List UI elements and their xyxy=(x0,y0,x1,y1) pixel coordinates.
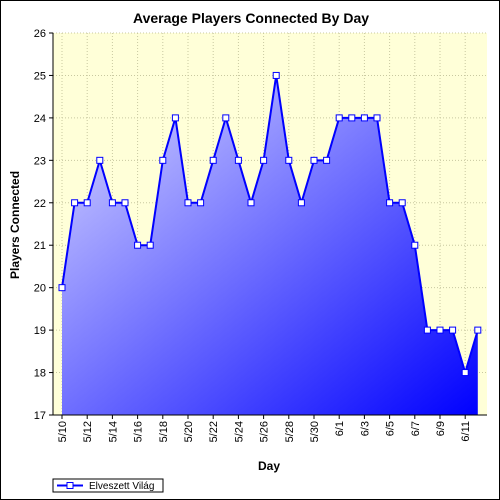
data-point-marker xyxy=(58,284,66,292)
data-point-marker xyxy=(436,326,444,334)
legend-box xyxy=(52,478,164,493)
x-tick-label: 6/1 xyxy=(334,421,346,436)
x-tick-label: 5/16 xyxy=(133,421,145,442)
data-point-marker xyxy=(96,156,104,164)
data-point-marker xyxy=(297,199,305,207)
x-tick-label: 6/5 xyxy=(385,421,397,436)
data-point-marker xyxy=(134,241,142,249)
legend-swatch-marker xyxy=(66,482,74,489)
y-tick-label: 18 xyxy=(34,368,46,380)
x-tick-label: 5/18 xyxy=(158,421,170,442)
y-axis-title: Players Connected xyxy=(8,171,22,279)
data-point-marker xyxy=(197,199,205,207)
x-tick-label: 5/20 xyxy=(183,421,195,442)
data-point-marker xyxy=(423,326,431,334)
x-tick-label: 6/9 xyxy=(435,421,447,436)
y-tick-label: 17 xyxy=(34,410,46,422)
data-point-marker xyxy=(146,241,154,249)
x-tick-label: 5/30 xyxy=(309,421,321,442)
y-tick-labels: 17 18 19 20 21 22 23 24 25 26 xyxy=(34,28,53,422)
data-point-marker xyxy=(285,156,293,164)
x-tick-label: 6/3 xyxy=(359,421,371,436)
x-tick-label: 5/10 xyxy=(57,421,69,442)
data-point-marker xyxy=(373,114,381,122)
data-point-marker xyxy=(398,199,406,207)
y-tick-label: 19 xyxy=(34,325,46,337)
y-tick-label: 22 xyxy=(34,198,46,210)
data-point-marker xyxy=(348,114,356,122)
data-point-marker xyxy=(71,199,79,207)
x-tick-labels: 5/10 5/12 5/14 5/16 5/18 5/20 5/22 5/24 5/26 5/28… xyxy=(57,415,472,442)
x-tick-label: 5/26 xyxy=(259,421,271,442)
data-point-marker xyxy=(83,199,91,207)
data-point-marker xyxy=(272,71,280,79)
data-point-marker xyxy=(171,114,179,122)
y-tick-label: 20 xyxy=(34,283,46,295)
data-point-marker xyxy=(121,199,129,207)
data-point-marker xyxy=(184,199,192,207)
data-point-marker xyxy=(335,114,343,122)
data-point-marker xyxy=(247,199,255,207)
x-axis-title: Day xyxy=(258,459,280,473)
data-point-marker xyxy=(234,156,242,164)
series-line xyxy=(61,75,479,377)
data-point-marker xyxy=(222,114,230,122)
data-point-marker xyxy=(474,326,482,334)
x-tick-label: 6/11 xyxy=(460,421,472,442)
y-tick-label: 25 xyxy=(34,70,46,82)
x-tick-label: 5/24 xyxy=(233,421,245,442)
y-tick-label: 24 xyxy=(34,113,46,125)
x-tick-label: 5/28 xyxy=(284,421,296,442)
data-point-marker xyxy=(323,156,331,164)
chart-title: Average Players Connected By Day xyxy=(133,10,369,26)
y-tick-label: 21 xyxy=(34,240,46,252)
data-point-marker xyxy=(108,199,116,207)
data-point-marker xyxy=(449,326,457,334)
x-tick-label: 5/22 xyxy=(208,421,220,442)
data-point-marker xyxy=(411,241,419,249)
x-tick-label: 5/12 xyxy=(82,421,94,442)
data-point-marker xyxy=(386,199,394,207)
data-point-marker xyxy=(310,156,318,164)
y-tick-label: 23 xyxy=(34,155,46,167)
y-tick-label: 26 xyxy=(34,28,46,40)
legend: Elveszett Világ xyxy=(52,478,164,493)
data-markers xyxy=(58,71,482,377)
data-point-marker xyxy=(159,156,167,164)
legend-label: Elveszett Világ xyxy=(89,481,154,492)
data-point-marker xyxy=(209,156,217,164)
data-point-marker xyxy=(461,369,469,377)
data-point-marker xyxy=(360,114,368,122)
x-tick-label: 5/14 xyxy=(107,421,119,442)
x-tick-label: 6/7 xyxy=(410,421,422,436)
data-point-marker xyxy=(260,156,268,164)
